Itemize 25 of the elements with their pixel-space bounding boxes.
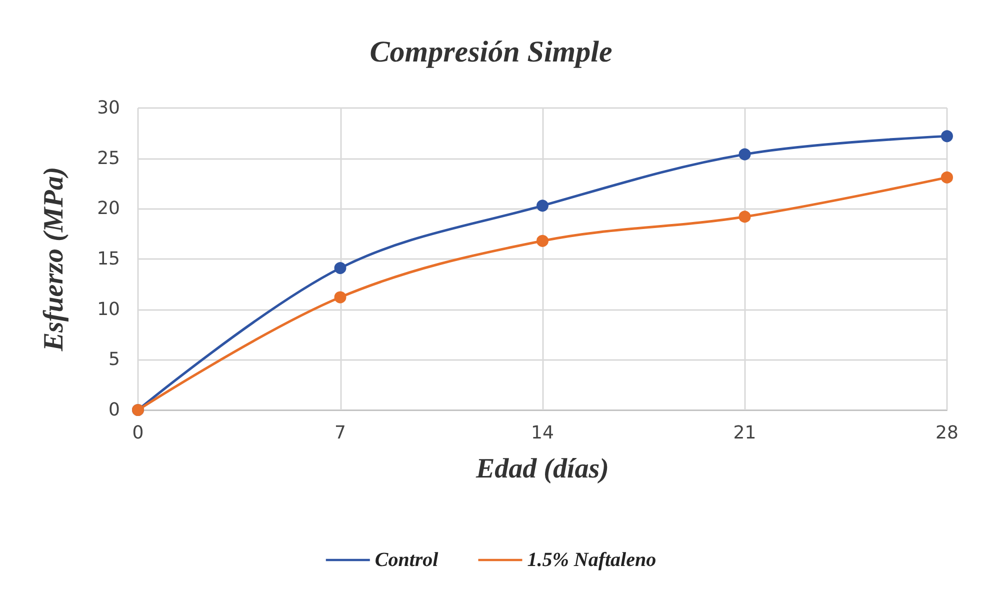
point (941, 130, 953, 142)
point (334, 291, 346, 304)
point (738, 210, 751, 223)
x-tick-label: 0 (132, 422, 144, 444)
point (536, 234, 548, 247)
point (536, 200, 548, 212)
legend-label: Control (374, 549, 439, 571)
point (738, 148, 751, 160)
x-tick-label: 21 (733, 422, 756, 444)
y-axis-title: Esfuerzo (MPa) (38, 166, 70, 352)
y-tick-label: 30 (97, 98, 120, 118)
point (941, 171, 953, 184)
x-tick-label: 14 (531, 422, 554, 444)
point (334, 262, 346, 274)
x-tick-label: 7 (334, 422, 346, 444)
y-tick-label: 25 (97, 148, 120, 169)
x-tick-label: 28 (936, 422, 958, 444)
x-axis-title: Edad (días) (475, 454, 609, 484)
y-tick-label: 15 (97, 248, 120, 270)
y-tick-label: 5 (108, 349, 120, 370)
chart-title: Compresión Simple (370, 36, 612, 68)
y-tick-label: 20 (97, 198, 120, 220)
y-tick-label: 10 (97, 298, 120, 320)
y-tick-label: 0 (108, 400, 120, 420)
legend-label: 1.5% Naftaleno (527, 549, 656, 571)
